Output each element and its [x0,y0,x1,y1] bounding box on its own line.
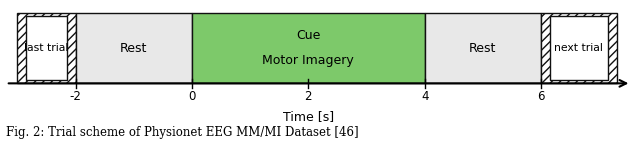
Bar [26,16,67,80]
Text: 0: 0 [188,89,196,103]
Text: last trial: last trial [24,43,68,53]
Bar [17,13,76,83]
Text: -2: -2 [70,89,81,103]
Bar [192,13,425,83]
Bar [425,13,541,83]
Text: 4: 4 [421,89,428,103]
Text: 6: 6 [538,89,545,103]
Text: next trial: next trial [554,43,604,53]
Bar [76,13,192,83]
Text: Time [s]: Time [s] [283,110,334,123]
Bar [550,16,608,80]
Text: Fig. 2: Trial scheme of Physionet EEG MM/MI Dataset [46]: Fig. 2: Trial scheme of Physionet EEG MM… [6,126,359,139]
Text: Rest: Rest [469,42,497,55]
Text: Cue: Cue [296,29,321,42]
Text: Motor Imagery: Motor Imagery [262,54,354,67]
Text: 2: 2 [305,89,312,103]
Bar [541,13,617,83]
Text: Rest: Rest [120,42,147,55]
